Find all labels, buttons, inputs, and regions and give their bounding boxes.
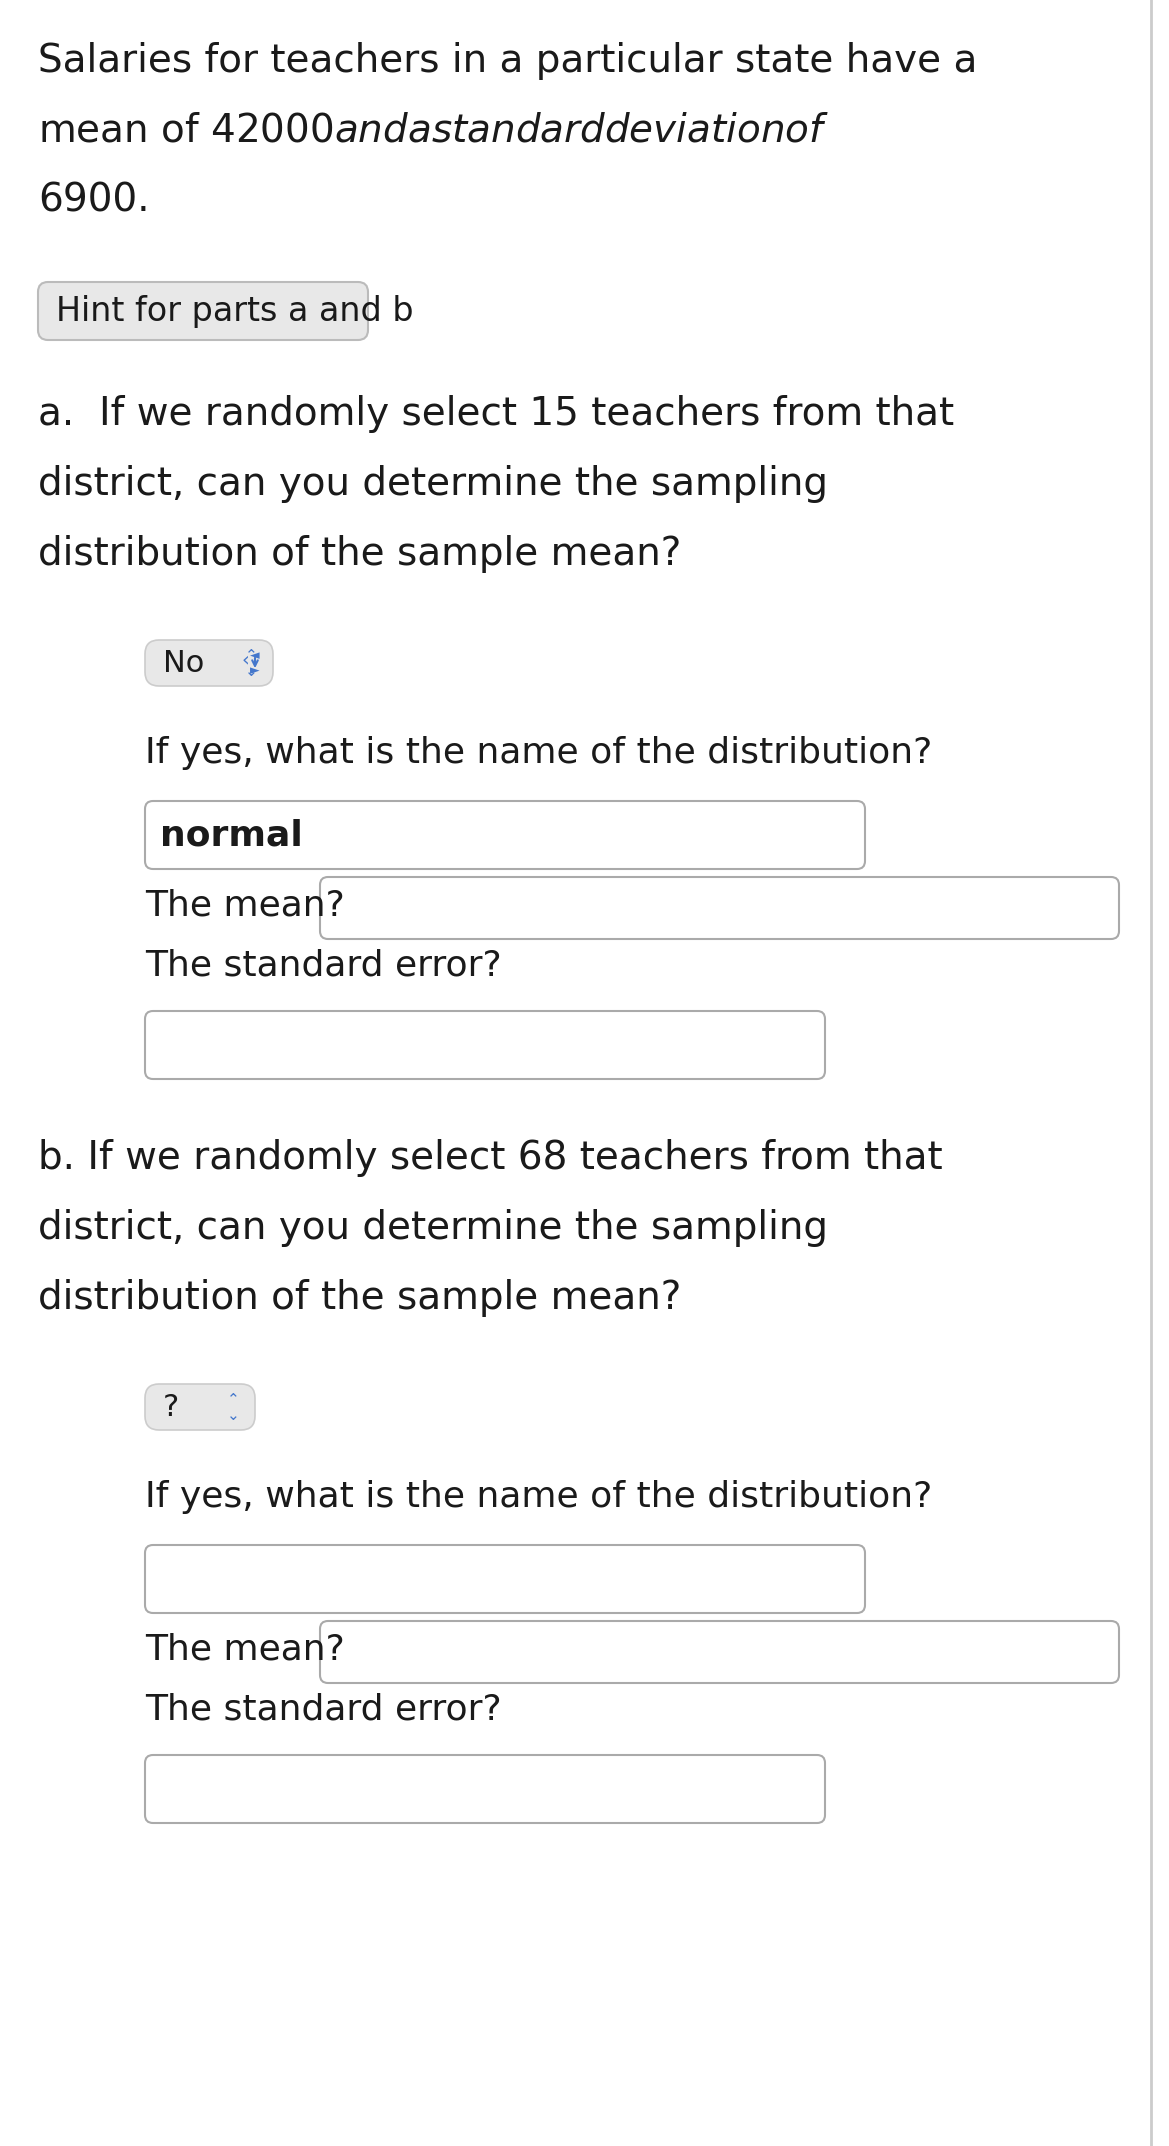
Text: The mean?: The mean? [145,888,345,923]
Text: a.  If we randomly select 15 teachers from that: a. If we randomly select 15 teachers fro… [39,395,954,433]
Text: ⌃
⌄: ⌃ ⌄ [244,646,257,678]
Text: distribution of the sample mean?: distribution of the sample mean? [39,534,682,573]
Text: ⌃
⌄: ⌃ ⌄ [227,1391,240,1423]
FancyBboxPatch shape [39,281,368,339]
Text: 6900.: 6900. [39,182,150,221]
Text: distribution of the sample mean?: distribution of the sample mean? [39,1279,682,1318]
FancyBboxPatch shape [145,1545,865,1614]
Text: The mean?: The mean? [145,1633,345,1667]
FancyBboxPatch shape [320,878,1119,940]
Text: mean of $ 42000 and a standard deviation of $: mean of $ 42000 and a standard deviation… [39,112,829,150]
Text: normal: normal [160,818,303,852]
FancyBboxPatch shape [145,1755,825,1822]
Text: district, can you determine the sampling: district, can you determine the sampling [39,466,828,502]
Text: district, can you determine the sampling: district, can you determine the sampling [39,1208,828,1247]
Text: Hint for parts a and b: Hint for parts a and b [56,294,414,328]
FancyBboxPatch shape [145,1384,255,1429]
Text: ‹: ‹ [241,650,249,670]
FancyBboxPatch shape [145,640,274,687]
Text: ?: ? [162,1393,179,1421]
Text: If yes, what is the name of the distribution?: If yes, what is the name of the distribu… [145,1481,932,1513]
Text: Salaries for teachers in a particular state have a: Salaries for teachers in a particular st… [39,43,977,79]
FancyBboxPatch shape [145,1011,825,1079]
Text: The standard error?: The standard error? [145,949,502,983]
Text: No: No [162,648,205,678]
FancyBboxPatch shape [145,800,865,869]
Text: If yes, what is the name of the distribution?: If yes, what is the name of the distribu… [145,736,932,770]
Text: ◄
►: ◄ ► [250,648,260,676]
Text: b. If we randomly select 68 teachers from that: b. If we randomly select 68 teachers fro… [39,1140,942,1176]
FancyBboxPatch shape [320,1620,1119,1682]
Text: The standard error?: The standard error? [145,1693,502,1728]
